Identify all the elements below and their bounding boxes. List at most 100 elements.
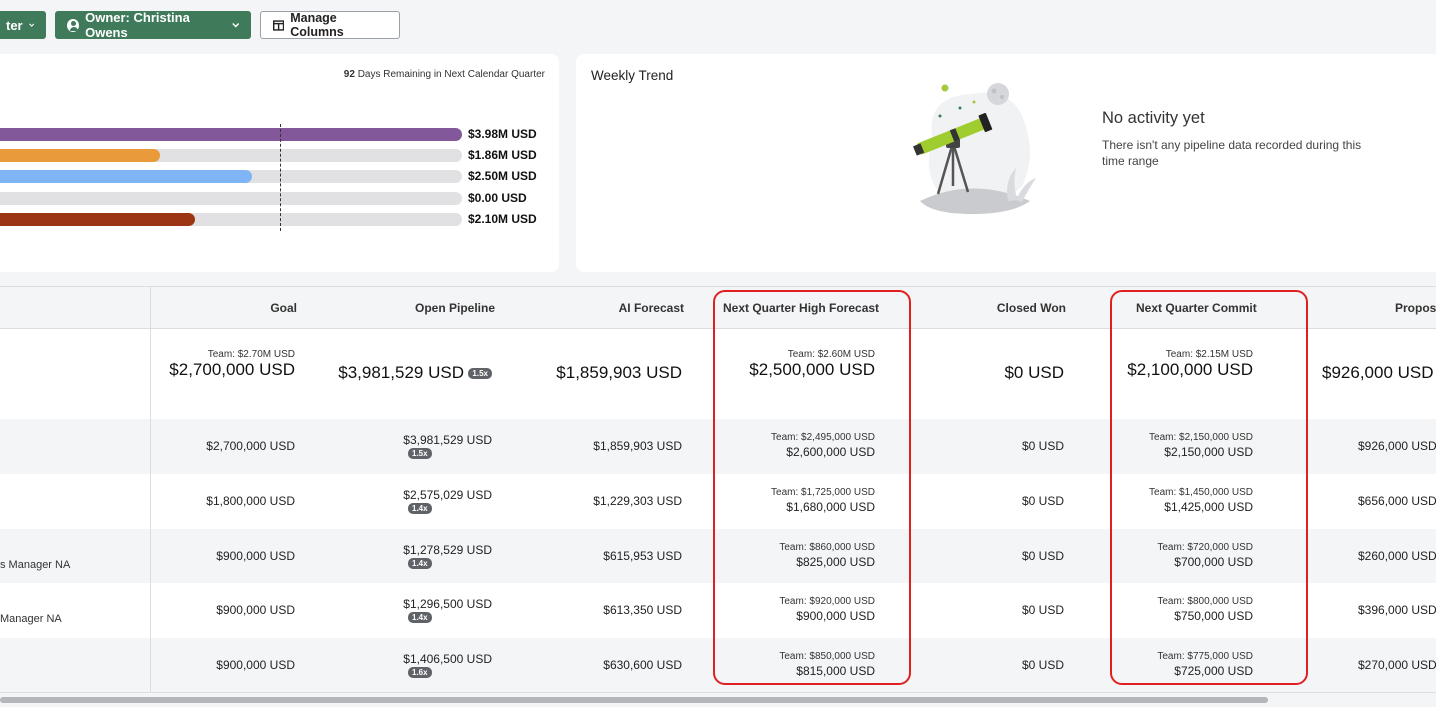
row-nq-high-value: $815,000 USD [796, 664, 875, 678]
weekly-trend-title: Weekly Trend [591, 68, 674, 83]
row-nq-commit-team: Team: $2,150,000 USD [1149, 432, 1253, 443]
row-closed-won: $0 USD [1021, 658, 1064, 672]
coverage-badge: 1.4x [408, 503, 432, 514]
row-goal: $900,000 USD [216, 549, 295, 563]
column-header-ai-forecast[interactable]: AI Forecast [618, 301, 684, 315]
progress-bar-fill [0, 149, 161, 162]
horizontal-scrollbar[interactable] [0, 692, 1436, 707]
row-goal: $900,000 USD [216, 603, 295, 617]
row-open-pipeline-value: $3,981,529 USD [403, 433, 492, 447]
column-divider [150, 287, 151, 692]
row-proposal: $260,000 USD [1358, 549, 1436, 563]
column-header-next-quarter-high-forecast[interactable]: Next Quarter High Forecast [723, 301, 880, 315]
row-nq-high-team: Team: $860,000 USD [779, 542, 875, 553]
user-circle-icon [67, 18, 80, 32]
scrollbar-thumb[interactable] [0, 697, 1268, 703]
row-ai-forecast: $615,953 USD [603, 549, 682, 563]
row-nq-commit: Team: $2,150,000 USD $2,150,000 USD [1149, 432, 1253, 461]
empty-state-title: No activity yet [1102, 109, 1205, 127]
table-row[interactable]: Manager NA $900,000 USD $1,296,500 USD 1.4x… [0, 583, 1436, 638]
row-nq-high: Team: $2,495,000 USD $2,600,000 USD [771, 432, 875, 461]
progress-bar-fill [0, 170, 253, 183]
column-header-open-pipeline[interactable]: Open Pipeline [414, 301, 495, 315]
row-nq-commit-value: $725,000 USD [1174, 664, 1253, 678]
manage-columns-label: Manage Columns [290, 11, 344, 39]
row-nq-high: Team: $860,000 USD $825,000 USD [779, 542, 875, 571]
row-nq-high-team: Team: $2,495,000 USD [771, 432, 875, 443]
row-nq-commit-value: $750,000 USD [1174, 609, 1253, 623]
row-closed-won: $0 USD [1021, 549, 1064, 563]
row-closed-won: $0 USD [1021, 439, 1064, 453]
coverage-badge: 1.4x [408, 558, 432, 569]
row-nq-commit-team: Team: $775,000 USD [1157, 651, 1253, 662]
progress-bar-track [0, 192, 462, 205]
row-nq-high-value: $825,000 USD [796, 555, 875, 569]
row-nq-commit-value: $700,000 USD [1174, 555, 1253, 569]
coverage-badge: 1.4x [408, 612, 432, 623]
row-proposal: $396,000 USD [1358, 603, 1436, 617]
column-header-proposal[interactable]: Proposa [1395, 301, 1436, 315]
empty-state-description: There isn't any pipeline data recorded d… [1102, 138, 1362, 168]
table-row[interactable]: $1,800,000 USD $2,575,029 USD 1.4x $1,229,3… [0, 474, 1436, 529]
row-proposal: $656,000 USD [1358, 494, 1436, 508]
row-ai-forecast: $613,350 USD [603, 603, 682, 617]
row-open-pipeline: $3,981,529 USD [403, 433, 492, 447]
row-goal: $900,000 USD [216, 658, 295, 672]
progress-bar-track [0, 170, 462, 183]
table-header: Goal Open Pipeline AI Forecast Next Quar… [0, 287, 1436, 329]
summary-nq-commit: Team: $2.15M USD $2,100,000 USD [1127, 349, 1253, 380]
progress-bar-fill [0, 213, 196, 226]
progress-bar-value: $3.98M USD [468, 127, 537, 141]
row-open-pipeline-value: $1,296,500 USD [403, 597, 492, 611]
column-header-goal[interactable]: Goal [270, 301, 297, 315]
row-name: Manager NA [0, 613, 62, 625]
row-open-pipeline-value: $1,406,500 USD [403, 652, 492, 666]
days-remaining-count: 92 [343, 69, 355, 80]
summary-proposal-value: $926,000 USD [1322, 363, 1434, 382]
summary-ai-forecast: $1,859,903 USD [556, 363, 682, 383]
summary-nq-commit-value: $2,100,000 USD [1127, 360, 1253, 379]
progress-bar-value: $2.50M USD [468, 169, 537, 183]
progress-bar-value: $2.10M USD [468, 212, 537, 226]
row-nq-high-team: Team: $920,000 USD [779, 596, 875, 607]
row-goal: $1,800,000 USD [206, 494, 295, 508]
progress-bar-value: $0.00 USD [468, 191, 527, 205]
row-name: s Manager NA [0, 559, 71, 571]
days-remaining: 92 Days Remaining in Next Calendar Quart… [344, 69, 545, 80]
table-row[interactable]: s Manager NA $900,000 USD $1,278,529 USD 1.… [0, 529, 1436, 583]
coverage-badge: 1.5x [468, 368, 492, 380]
column-header-closed-won[interactable]: Closed Won [996, 301, 1066, 315]
progress-bar-track [0, 149, 462, 162]
row-nq-high-team: Team: $1,725,000 USD [771, 487, 875, 498]
column-header-next-quarter-commit[interactable]: Next Quarter Commit [1136, 301, 1257, 315]
table-row[interactable]: $900,000 USD $1,406,500 USD 1.6x $630,600 U… [0, 638, 1436, 693]
table-row[interactable]: $2,700,000 USD $3,981,529 USD 1.5x $1,859,9… [0, 419, 1436, 474]
owner-filter-button[interactable]: Owner: Christina Owens [55, 10, 251, 40]
row-open-pipeline-value: $1,278,529 USD [403, 543, 492, 557]
row-closed-won: $0 USD [1021, 603, 1064, 617]
columns-icon [273, 19, 285, 31]
summary-nq-commit-team: Team: $2.15M USD [1165, 349, 1253, 360]
row-nq-commit: Team: $720,000 USD $700,000 USD [1157, 542, 1253, 571]
progress-bar-value: $1.86M USD [468, 148, 537, 162]
row-nq-high-team: Team: $850,000 USD [779, 651, 875, 662]
summary-nq-high: Team: $2.60M USD $2,500,000 USD [749, 349, 875, 380]
filter-button[interactable]: ter [0, 11, 46, 39]
row-ai-forecast: $1,859,903 USD [593, 439, 682, 453]
row-nq-high-value: $900,000 USD [796, 609, 875, 623]
summary-ai-forecast-value: $1,859,903 USD [556, 363, 682, 382]
row-proposal: $926,000 USD [1358, 439, 1436, 453]
progress-bar-track [0, 128, 462, 141]
progress-bar-track [0, 213, 462, 226]
manage-columns-button[interactable]: Manage Columns [260, 11, 400, 39]
row-nq-commit-value: $2,150,000 USD [1164, 445, 1253, 459]
row-ai-forecast: $1,229,303 USD [593, 494, 682, 508]
row-goal: $2,700,000 USD [206, 439, 295, 453]
summary-closed-won: $0 USD [1004, 363, 1064, 383]
summary-row: Team: $2.70M USD $2,700,000 USD $3,981,5… [0, 329, 1436, 419]
row-proposal: $270,000 USD [1358, 658, 1436, 672]
row-nq-high: Team: $850,000 USD $815,000 USD [779, 651, 875, 680]
row-closed-won: $0 USD [1021, 494, 1064, 508]
summary-nq-high-team: Team: $2.60M USD [787, 349, 875, 360]
row-nq-commit-team: Team: $1,450,000 USD [1149, 487, 1253, 498]
